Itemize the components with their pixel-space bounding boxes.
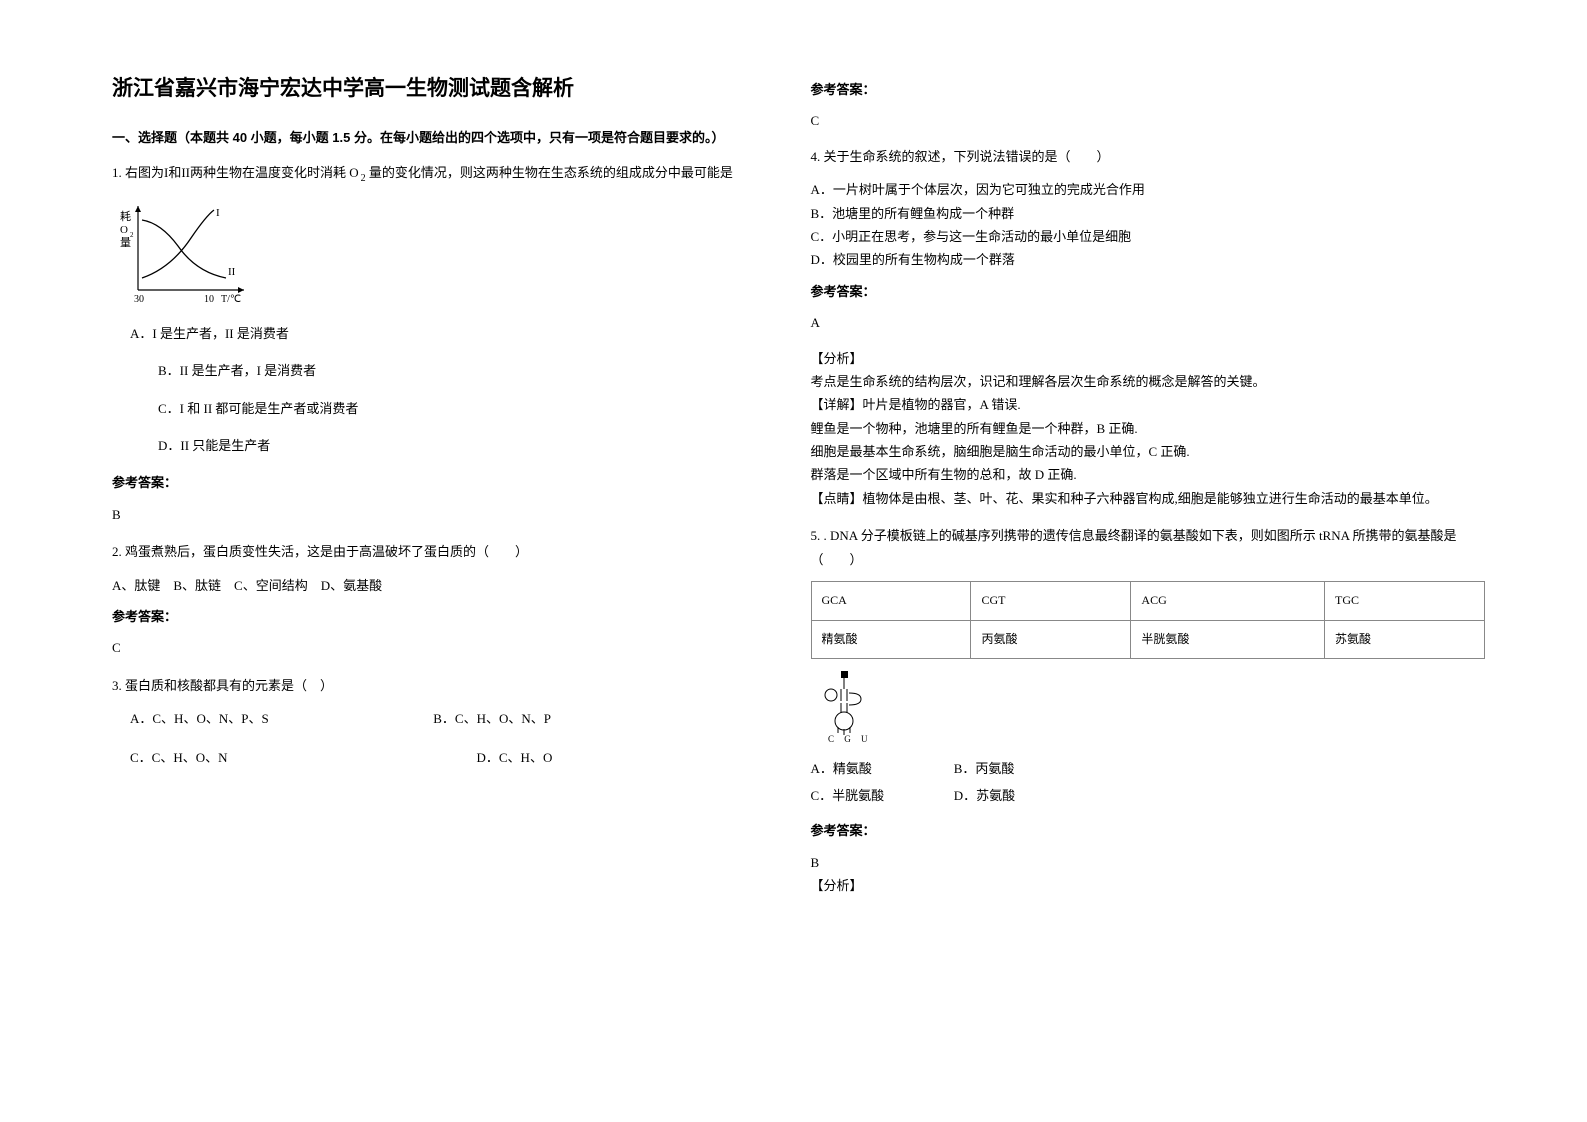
ylabel-b: O	[120, 224, 128, 236]
page-title: 浙江省嘉兴市海宁宏达中学高一生物测试题含解析	[112, 70, 787, 108]
q4-ans: A	[811, 311, 1486, 334]
question-4: 4. 关于生命系统的叙述，下列说法错误的是（ ） A．一片树叶属于个体层次，因为…	[811, 145, 1486, 510]
q5-ans: B	[811, 851, 1486, 874]
q1-text: 1. 右图为I和II两种生物在温度变化时消耗 O2 量的变化情况，则这两种生物在…	[112, 161, 787, 188]
x1: 10	[204, 294, 214, 305]
cell: CGT	[971, 582, 1131, 621]
q4-opt-c: C．小明正在思考，参与这一生命活动的最小单位是细胞	[811, 225, 1486, 248]
q4-detail-b: 鲤鱼是一个物种，池塘里的所有鲤鱼是一个种群，B 正确.	[811, 417, 1486, 440]
q3-text: 3. 蛋白质和核酸都具有的元素是（ ）	[112, 674, 787, 697]
q3-opt-c: C．C、H、O、N	[130, 746, 430, 769]
q2-ans-label: 参考答案：	[112, 605, 787, 628]
cell: 苏氨酸	[1325, 620, 1485, 659]
q1-opt-b: B．II 是生产者，I 是消费者	[158, 359, 787, 382]
q5-opt-d: D．苏氨酸	[954, 784, 1094, 807]
q4-ans-label: 参考答案：	[811, 280, 1486, 303]
cell: 精氨酸	[811, 620, 971, 659]
cell: 半胱氨酸	[1131, 620, 1325, 659]
q5-ans-label: 参考答案：	[811, 819, 1486, 842]
q1-text-a: 1. 右图为I和II两种生物在温度变化时消耗 O	[112, 165, 359, 180]
q2-text: 2. 鸡蛋煮熟后，蛋白质变性失活，这是由于高温破坏了蛋白质的（ ）	[112, 540, 787, 563]
right-column: 参考答案： C 4. 关于生命系统的叙述，下列说法错误的是（ ） A．一片树叶属…	[799, 70, 1498, 1082]
q5-opt-a: A．精氨酸	[811, 757, 951, 780]
ylabel-a: 耗	[120, 210, 131, 223]
q4-point-text: 植物体是由根、茎、叶、花、果实和种子六种器官构成,细胞是能够独立进行生命活动的最…	[863, 491, 1438, 506]
q4-analysis-label: 【分析】	[811, 347, 1486, 370]
label-i: I	[216, 207, 220, 219]
table-row: 精氨酸 丙氨酸 半胱氨酸 苏氨酸	[811, 620, 1485, 659]
q1-ans-label: 参考答案：	[112, 471, 787, 494]
q1-ans: B	[112, 503, 787, 526]
q4-analysis: 考点是生命系统的结构层次，识记和理解各层次生命系统的概念是解答的关键。	[811, 370, 1486, 393]
trna-diagram: C G U	[821, 671, 1486, 750]
q4-detail: 【详解】叶片是植物的器官，A 错误.	[811, 393, 1486, 416]
q3-options: A．C、H、O、N、P、S B．C、H、O、N、P	[130, 707, 787, 730]
q1-text-b: 量的变化情况，则这两种生物在生态系统的组成成分中最可能是	[366, 165, 733, 180]
q4-point: 【点睛】植物体是由根、茎、叶、花、果实和种子六种器官构成,细胞是能够独立进行生命…	[811, 487, 1486, 510]
left-column: 浙江省嘉兴市海宁宏达中学高一生物测试题含解析 一、选择题（本题共 40 小题，每…	[100, 70, 799, 1082]
cell: ACG	[1131, 582, 1325, 621]
cell: 丙氨酸	[971, 620, 1131, 659]
q4-detail-a: 叶片是植物的器官，A 错误.	[863, 397, 1021, 412]
question-2: 2. 鸡蛋煮熟后，蛋白质变性失活，这是由于高温破坏了蛋白质的（ ） A、肽键 B…	[112, 540, 787, 660]
q3-opt-b: B．C、H、O、N、P	[433, 707, 733, 730]
label-ii: II	[228, 266, 236, 278]
xunit: T/℃	[221, 294, 241, 305]
q1-opt-d: D．II 只能是生产者	[158, 434, 787, 457]
q2-options: A、肽键 B、肽链 C、空间结构 D、氨基酸	[112, 574, 787, 597]
q4-opt-b: B．池塘里的所有鲤鱼构成一个种群	[811, 202, 1486, 225]
q5-options: A．精氨酸 B．丙氨酸 C．半胱氨酸 D．苏氨酸	[811, 757, 1486, 812]
q5-text: 5. . DNA 分子模板链上的碱基序列携带的遗传信息最终翻译的氨基酸如下表，则…	[811, 524, 1486, 571]
q2-ans: C	[112, 636, 787, 659]
q4-opt-a: A．一片树叶属于个体层次，因为它可独立的完成光合作用	[811, 178, 1486, 201]
q5-opt-b: B．丙氨酸	[954, 757, 1094, 780]
cell: TGC	[1325, 582, 1485, 621]
q5-analysis-label: 【分析】	[811, 874, 1486, 897]
q1-chart: 耗 O 2 量 I II 30 10 T/℃	[116, 198, 256, 308]
q1-options: A．I 是生产者，II 是消费者 B．II 是生产者，I 是消费者 C．I 和 …	[130, 322, 787, 458]
question-5: 5. . DNA 分子模板链上的碱基序列携带的遗传信息最终翻译的氨基酸如下表，则…	[811, 524, 1486, 897]
cell: GCA	[811, 582, 971, 621]
q5-table: GCA CGT ACG TGC 精氨酸 丙氨酸 半胱氨酸 苏氨酸	[811, 581, 1486, 659]
table-row: GCA CGT ACG TGC	[811, 582, 1485, 621]
question-3: 3. 蛋白质和核酸都具有的元素是（ ） A．C、H、O、N、P、S B．C、H、…	[112, 674, 787, 770]
q3-opt-a: A．C、H、O、N、P、S	[130, 707, 430, 730]
ylabel-c: 量	[120, 236, 131, 249]
q5-opt-c: C．半胱氨酸	[811, 784, 951, 807]
q4-detail-label: 【详解】	[811, 397, 863, 412]
question-1: 1. 右图为I和II两种生物在温度变化时消耗 O2 量的变化情况，则这两种生物在…	[112, 161, 787, 526]
q3-ans-label: 参考答案：	[811, 78, 1486, 101]
q3-ans: C	[811, 109, 1486, 132]
q3-opt-d: D．C、H、O	[477, 750, 553, 765]
q4-text: 4. 关于生命系统的叙述，下列说法错误的是（ ）	[811, 145, 1486, 168]
q4-opt-d: D．校园里的所有生物构成一个群落	[811, 248, 1486, 271]
trna-label: C G U	[828, 734, 871, 743]
q1-opt-a: A．I 是生产者，II 是消费者	[130, 322, 787, 345]
q4-detail-c: 细胞是最基本生命系统，脑细胞是脑生命活动的最小单位，C 正确.	[811, 440, 1486, 463]
q1-opt-c: C．I 和 II 都可能是生产者或消费者	[158, 397, 787, 420]
q4-point-label: 【点睛】	[811, 491, 863, 506]
x0: 30	[134, 294, 144, 305]
section-head: 一、选择题（本题共 40 小题，每小题 1.5 分。在每小题给出的四个选项中，只…	[112, 126, 787, 149]
q4-detail-d: 群落是一个区域中所有生物的总和，故 D 正确.	[811, 463, 1486, 486]
q3-options-2: C．C、H、O、N D．C、H、O	[130, 746, 787, 769]
